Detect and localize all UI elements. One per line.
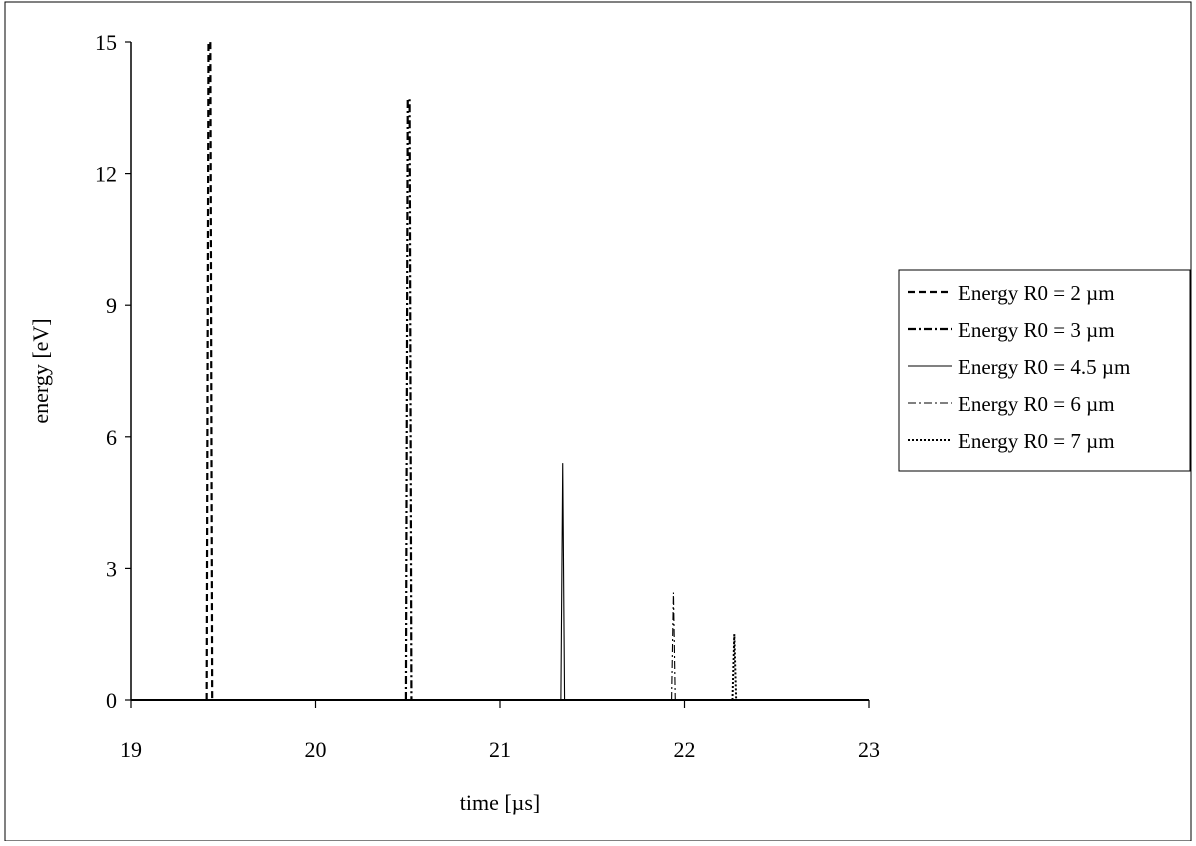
- legend-box: [898, 269, 1191, 472]
- y-axis-label: energy [eV]: [28, 318, 53, 423]
- x-tick-label: 23: [858, 737, 880, 762]
- x-tick-label: 22: [674, 737, 696, 762]
- y-tick-label: 9: [106, 293, 117, 318]
- legend-label-4: Energy R0 = 6 µm: [958, 392, 1115, 416]
- series-line-2: [404, 97, 413, 701]
- series-line-5: [731, 634, 738, 701]
- x-axis-label: time [µs]: [460, 790, 541, 815]
- legend-label-5: Energy R0 = 7 µm: [958, 429, 1115, 453]
- x-tick-label: 20: [305, 737, 327, 762]
- legend-label-3: Energy R0 = 4.5 µm: [958, 355, 1130, 379]
- legend-label-1: Energy R0 = 2 µm: [958, 281, 1115, 305]
- y-tick-label: 0: [106, 688, 117, 713]
- y-tick-label: 15: [95, 30, 117, 55]
- series-line-3: [560, 463, 566, 701]
- x-tick-label: 19: [120, 737, 142, 762]
- x-tick-label: 21: [489, 737, 511, 762]
- y-tick-label: 3: [106, 556, 117, 581]
- y-tick-label: 6: [106, 425, 117, 450]
- legend-label-2: Energy R0 = 3 µm: [958, 318, 1115, 342]
- y-tick-label: 12: [95, 162, 117, 187]
- series-line-4: [671, 592, 676, 701]
- legend: Energy R0 = 2 µm Energy R0 = 3 µm Energy R…: [898, 269, 1191, 472]
- plot-area: 0 3 6 9 12 15 19 20 21 22 23: [95, 30, 880, 762]
